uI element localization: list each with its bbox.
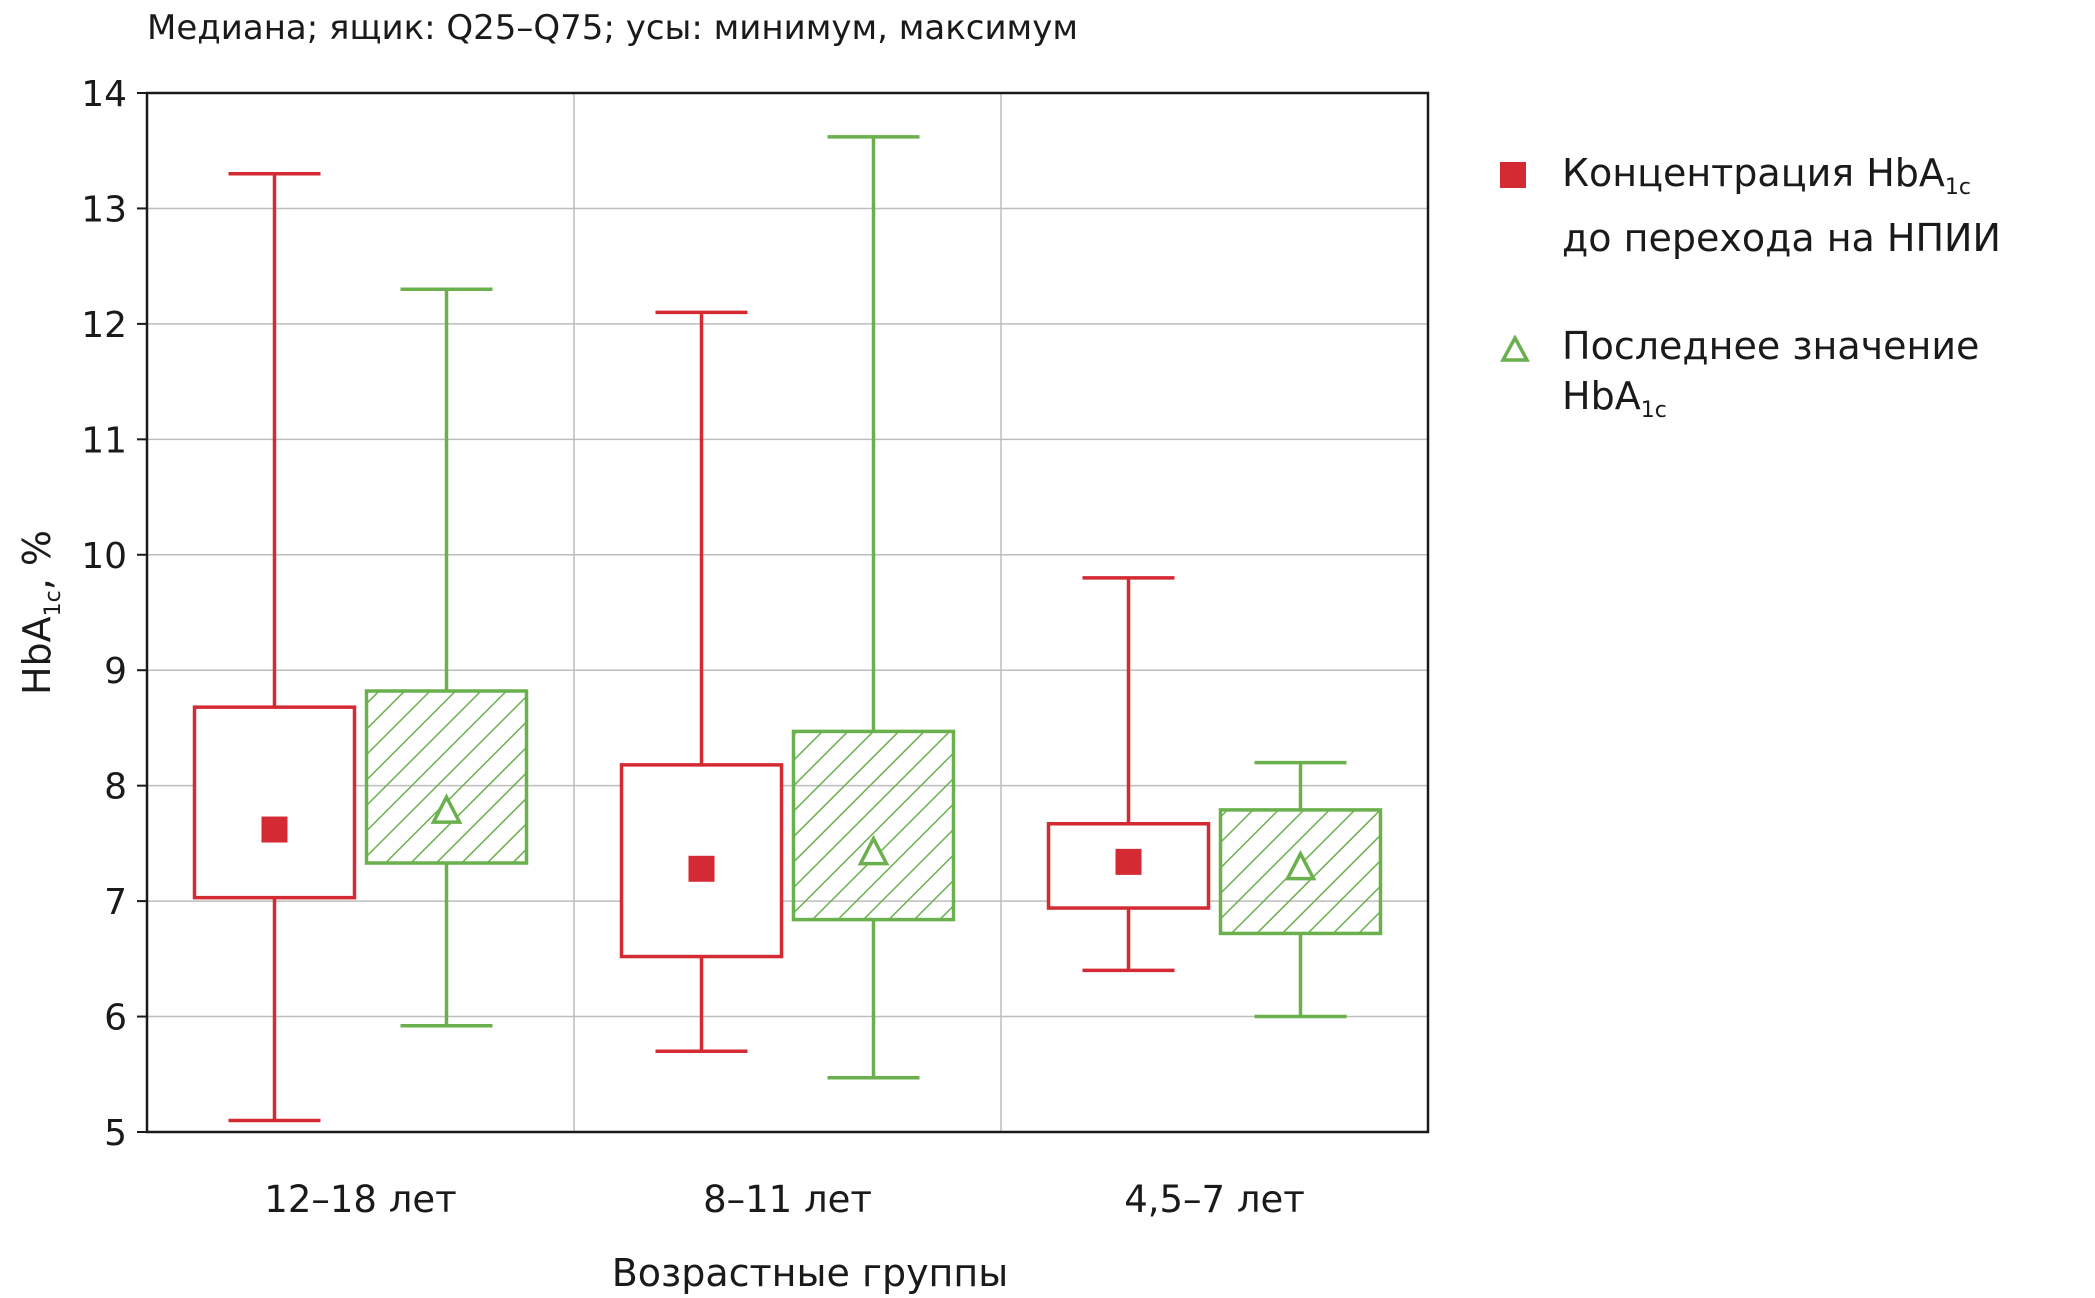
axis-ticks: 5 6 7 8 9 10 11 12 13 14 12–18 лет 8–11 лет 4,5–7 ле… (81, 74, 1305, 1221)
y-tick-label: 6 (104, 998, 127, 1039)
box-last (1218, 760, 1383, 1019)
x-tick-label: 4,5–7 лет (1124, 1178, 1305, 1221)
x-axis-title: Возрастные группы (612, 1251, 1009, 1295)
box-before (619, 310, 784, 1053)
median-square-marker (1115, 848, 1142, 875)
legend-item-before: Концентрация HbA1c до перехода на НПИИ (1500, 148, 2095, 263)
y-tick-label: 9 (104, 651, 127, 692)
y-axis-title-suffix: , % (15, 530, 59, 590)
iqr-box (364, 689, 529, 865)
grid-lines (147, 93, 1428, 1132)
y-tick-label: 14 (81, 74, 127, 115)
box-last (364, 287, 529, 1028)
y-tick-label: 8 (104, 767, 127, 808)
legend-before-line2: до перехода на НПИИ (1562, 216, 2001, 260)
iqr-box (192, 705, 357, 900)
box-before (1046, 576, 1211, 973)
boxes (192, 135, 1383, 1123)
y-tick-label: 13 (81, 189, 127, 230)
y-axis-title: HbA1c, % (15, 530, 66, 695)
y-tick-label: 7 (104, 882, 127, 923)
median-square-marker (261, 816, 288, 843)
y-tick-label: 10 (81, 536, 127, 577)
median-triangle-marker (857, 834, 890, 866)
box-before (192, 172, 357, 1123)
y-tick-label: 11 (81, 420, 127, 461)
legend-item-last: Последнее значение HbA1c (1500, 321, 2095, 436)
x-tick-label: 12–18 лет (264, 1178, 456, 1221)
legend: Концентрация HbA1c до перехода на НПИИ П… (1500, 148, 2095, 494)
median-triangle-marker (430, 793, 463, 824)
green-triangle-marker-icon (1500, 335, 1530, 362)
iqr-box (791, 729, 956, 922)
y-tick-label: 5 (104, 1113, 127, 1154)
y-axis-title-main: HbA (15, 616, 59, 695)
legend-before-line1: Концентрация HbA1c (1562, 151, 1971, 200)
legend-last-label: Последнее значение HbA1c (1562, 324, 1980, 423)
chart-subtitle: Медиана; ящик: Q25–Q75; усы: минимум, ма… (147, 8, 1078, 48)
median-triangle-marker (1284, 849, 1317, 881)
plot-frame (145, 91, 1430, 1134)
red-square-marker-icon (1500, 162, 1526, 188)
y-tick-label: 12 (81, 305, 127, 346)
x-tick-label: 8–11 лет (703, 1178, 872, 1221)
median-square-marker (688, 855, 715, 882)
y-axis-title-sub: 1c (41, 590, 66, 616)
box-last (791, 135, 956, 1080)
